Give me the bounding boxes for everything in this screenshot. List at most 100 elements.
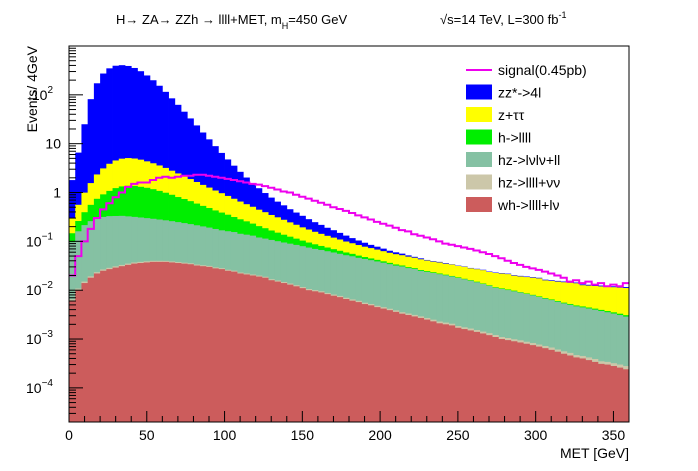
histogram-bar bbox=[137, 263, 145, 422]
y-tick-label: 102 bbox=[32, 85, 54, 103]
histogram-bar bbox=[529, 345, 537, 422]
x-axis-label: MET [GeV] bbox=[560, 445, 629, 461]
legend-label: zz*->4l bbox=[498, 85, 541, 101]
histogram-bar bbox=[361, 304, 369, 422]
histogram-bar bbox=[436, 323, 443, 422]
histogram-bar bbox=[268, 280, 275, 422]
histogram-bar bbox=[560, 353, 568, 422]
histogram-bar bbox=[187, 264, 194, 422]
x-tick-label: 100 bbox=[213, 427, 237, 443]
histogram-bar bbox=[554, 351, 561, 422]
series-0 bbox=[69, 261, 630, 422]
histogram-bar bbox=[87, 277, 95, 422]
histogram-bar bbox=[573, 357, 580, 422]
histogram-bar bbox=[69, 301, 76, 422]
histogram-bars bbox=[69, 65, 630, 423]
histogram-bar bbox=[336, 297, 344, 422]
histogram-bar bbox=[143, 262, 151, 422]
x-tick-label: 300 bbox=[524, 427, 548, 443]
histogram-bar bbox=[75, 290, 82, 422]
legend-label: signal(0.45pb) bbox=[498, 62, 587, 78]
signal-step-line bbox=[69, 173, 629, 288]
legend-swatch bbox=[466, 197, 492, 212]
histogram-bar bbox=[610, 366, 617, 422]
histogram-bar bbox=[622, 369, 630, 422]
histogram-bar bbox=[280, 283, 288, 422]
histogram-bar bbox=[93, 273, 101, 422]
histogram-bar bbox=[566, 355, 574, 422]
histogram-bar bbox=[597, 363, 605, 422]
x-tick-label: 50 bbox=[139, 427, 155, 443]
signal-line bbox=[69, 173, 629, 288]
histogram-bar bbox=[448, 325, 456, 422]
histogram-bar bbox=[100, 270, 107, 422]
legend: signal(0.45pb) zz*->4l z+ττ h->llll hz->lνlν… bbox=[466, 62, 587, 213]
histogram-bar bbox=[367, 305, 375, 422]
plot-area: 0 50 100 150 200 250 300 350 102 10 1 10−1 10−2 10−3… bbox=[26, 45, 630, 443]
histogram-bar bbox=[355, 302, 362, 422]
histogram-bar bbox=[386, 310, 393, 422]
histogram-bar bbox=[224, 270, 232, 422]
histogram-bar bbox=[479, 333, 487, 422]
histogram-bar bbox=[616, 367, 624, 422]
histogram-bar bbox=[429, 321, 437, 422]
histogram-bar bbox=[286, 284, 294, 422]
histogram-bar bbox=[317, 292, 325, 422]
legend-swatch bbox=[466, 152, 492, 167]
chart-title: H→ ZA→ ZZh → llll+MET, mH=450 GeV √s=14 … bbox=[116, 10, 566, 31]
legend-swatch bbox=[466, 129, 492, 145]
histogram-bar bbox=[112, 267, 120, 422]
histogram-bar bbox=[392, 311, 400, 422]
histogram-bar bbox=[218, 269, 225, 422]
histogram-bar bbox=[510, 341, 518, 422]
histogram-bar bbox=[156, 261, 163, 422]
histogram-bar bbox=[467, 330, 474, 422]
histogram-bar bbox=[591, 361, 599, 422]
histogram-bar bbox=[131, 263, 138, 422]
x-tick-label: 0 bbox=[65, 427, 73, 443]
histogram-bar bbox=[498, 339, 505, 422]
histogram-bar bbox=[492, 337, 499, 422]
histogram-bar bbox=[423, 319, 431, 422]
histogram-bar bbox=[324, 294, 331, 422]
histogram-bar bbox=[417, 317, 425, 422]
histogram-bar bbox=[168, 262, 176, 422]
y-tick-label: 1 bbox=[53, 185, 61, 201]
histogram-bar bbox=[255, 276, 263, 422]
histogram-bar bbox=[243, 274, 250, 422]
histogram-bar bbox=[548, 349, 555, 422]
legend-label: wh->llll+lν bbox=[497, 197, 559, 213]
histogram-bar bbox=[579, 358, 586, 422]
histogram-bar bbox=[330, 295, 337, 422]
title-left: H→ ZA→ ZZh → llll+MET, mH=450 GeV bbox=[116, 12, 348, 31]
histogram-bar bbox=[299, 288, 306, 422]
histogram-bar bbox=[504, 340, 512, 422]
histogram-bar bbox=[261, 277, 269, 422]
title-right: √s=14 TeV, L=300 fb-1 bbox=[440, 10, 566, 27]
y-tick-label: 10−2 bbox=[26, 280, 53, 298]
legend-swatch bbox=[466, 107, 492, 122]
legend-label: hz->lνlν+ll bbox=[498, 152, 560, 168]
histogram-bar bbox=[305, 290, 313, 422]
y-tick-label: 10 bbox=[45, 136, 61, 152]
histogram-bar bbox=[349, 300, 356, 422]
histogram-bar bbox=[523, 343, 530, 422]
histogram-bar bbox=[230, 271, 238, 422]
legend-label: hz->llll+νν bbox=[498, 175, 560, 191]
histogram-bar bbox=[199, 266, 207, 422]
histogram-bar bbox=[237, 273, 244, 422]
y-tick-label: 10−3 bbox=[26, 329, 53, 347]
histogram-bar bbox=[535, 346, 543, 422]
histogram-bar bbox=[118, 266, 126, 422]
histogram-bar bbox=[585, 360, 593, 422]
histogram-bar bbox=[461, 329, 468, 422]
histogram-bar bbox=[174, 263, 182, 422]
y-tick-label: 10−1 bbox=[26, 231, 53, 249]
histogram-bar bbox=[411, 316, 418, 422]
histogram-bar bbox=[342, 299, 350, 422]
y-axis-label: Events/ 4GeV bbox=[24, 45, 40, 132]
histogram-bar bbox=[373, 307, 381, 422]
y-axis-ticks: 102 10 1 10−1 10−2 10−3 10−4 bbox=[26, 45, 83, 423]
histogram-bar bbox=[293, 286, 300, 422]
